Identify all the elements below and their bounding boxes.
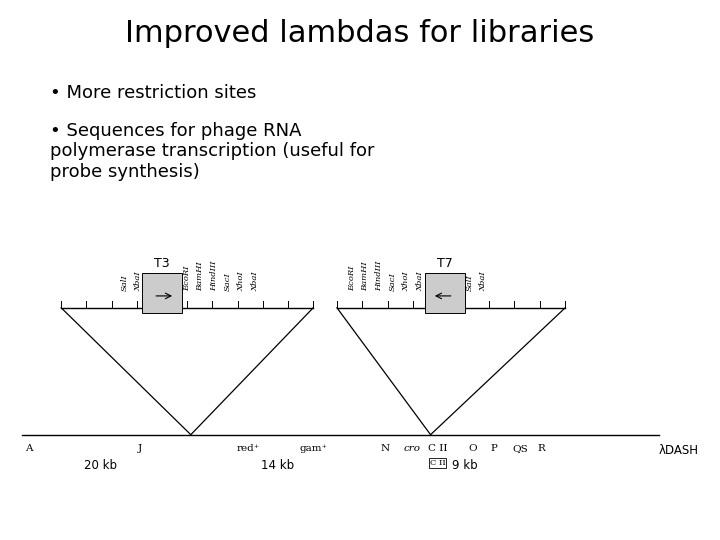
Text: • Sequences for phage RNA
polymerase transcription (useful for
probe synthesis): • Sequences for phage RNA polymerase tra… bbox=[50, 122, 375, 181]
Text: N: N bbox=[381, 444, 390, 454]
Text: HindIII: HindIII bbox=[375, 260, 383, 291]
Text: P: P bbox=[490, 444, 498, 454]
Text: XbaI: XbaI bbox=[135, 271, 143, 291]
Text: gam⁺: gam⁺ bbox=[300, 444, 327, 454]
Text: XbaI: XbaI bbox=[251, 271, 259, 291]
Bar bbox=[143, 273, 181, 313]
Text: 9 kb: 9 kb bbox=[451, 459, 477, 472]
Text: XbaI: XbaI bbox=[416, 271, 424, 291]
Text: Improved lambdas for libraries: Improved lambdas for libraries bbox=[125, 19, 595, 48]
Text: T3: T3 bbox=[154, 257, 170, 270]
Bar bbox=[429, 458, 446, 468]
Text: SacI: SacI bbox=[389, 272, 397, 291]
Text: XbaI: XbaI bbox=[480, 271, 487, 291]
Text: BamHI: BamHI bbox=[361, 261, 369, 291]
Text: 14 kb: 14 kb bbox=[261, 459, 294, 472]
Text: EcoRI: EcoRI bbox=[348, 265, 356, 291]
Text: O: O bbox=[468, 444, 477, 454]
Text: λDASH: λDASH bbox=[659, 444, 699, 457]
Text: XhoI: XhoI bbox=[238, 271, 246, 291]
Text: 20 kb: 20 kb bbox=[84, 459, 117, 472]
Text: J: J bbox=[138, 444, 143, 454]
Text: SalI: SalI bbox=[121, 274, 129, 291]
Text: T7: T7 bbox=[437, 257, 453, 270]
Text: EcoRI: EcoRI bbox=[183, 265, 191, 291]
Bar bbox=[425, 273, 465, 313]
Text: SacI: SacI bbox=[224, 272, 232, 291]
Text: red⁺: red⁺ bbox=[237, 444, 260, 454]
Text: XhoI: XhoI bbox=[402, 271, 410, 291]
Text: cro: cro bbox=[403, 444, 420, 454]
Text: QS: QS bbox=[512, 444, 528, 454]
Text: C II: C II bbox=[430, 459, 446, 467]
Text: • More restriction sites: • More restriction sites bbox=[50, 84, 257, 102]
Text: A: A bbox=[25, 444, 32, 454]
Text: SalI: SalI bbox=[466, 274, 474, 291]
Text: BamHI: BamHI bbox=[197, 261, 204, 291]
Text: HindIII: HindIII bbox=[210, 260, 218, 291]
Text: R: R bbox=[538, 444, 545, 454]
Text: C II: C II bbox=[428, 444, 448, 454]
